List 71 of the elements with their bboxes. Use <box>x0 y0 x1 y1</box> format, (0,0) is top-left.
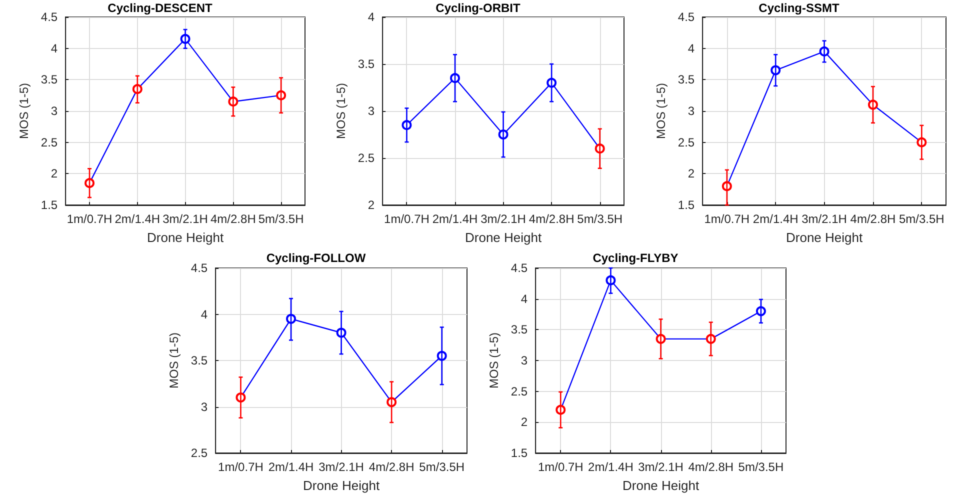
x-tick-label: 1m/0.7H <box>66 212 112 226</box>
y-tick-label: 4.5 <box>510 261 528 275</box>
chart-title: Cycling-SSMT <box>758 1 840 15</box>
x-tick-label: 4m/2.8H <box>528 212 574 226</box>
y-axis-title: MOS (1-5) <box>334 82 348 140</box>
y-tick-label: 3.5 <box>510 322 528 337</box>
x-tick-label: 4m/2.8H <box>850 212 896 226</box>
x-tick-label: 3m/2.1H <box>802 212 847 226</box>
y-tick-label: 3.5 <box>358 57 375 71</box>
y-tick-label: 4 <box>688 41 695 56</box>
y-tick-label: 4 <box>520 292 528 306</box>
chart-title: Cycling-FOLLOW <box>266 251 366 265</box>
y-tick-label: 2.5 <box>190 446 208 460</box>
y-tick-label: 2.5 <box>40 135 58 150</box>
chart-title: Cycling-DESCENT <box>108 1 214 15</box>
x-tick-label: 1m/0.7H <box>384 212 430 226</box>
x-tick-label: 2m/1.4H <box>268 460 314 474</box>
x-tick-label: 3m/2.1H <box>480 212 526 226</box>
y-tick-label: 4.5 <box>40 10 58 24</box>
y-tick-label: 3 <box>50 104 58 118</box>
x-axis-title: Drone Height <box>146 230 224 245</box>
x-tick-label: 1m/0.7H <box>538 460 584 474</box>
x-tick-label: 2m/1.4H <box>588 460 634 474</box>
x-tick-label: 3m/2.1H <box>318 460 364 474</box>
y-tick-label: 1.5 <box>40 198 58 212</box>
y-tick-label: 2.5 <box>358 151 375 165</box>
y-tick-label: 4.5 <box>678 10 695 24</box>
y-tick-label: 2.5 <box>678 135 695 150</box>
x-tick-label: 5m/3.5H <box>258 212 304 226</box>
y-tick-label: 1.5 <box>678 198 695 212</box>
x-tick-label: 5m/3.5H <box>738 460 784 474</box>
y-axis-title: MOS (1-5) <box>487 332 501 389</box>
x-tick-label: 3m/2.1H <box>162 212 208 226</box>
y-tick-label: 3 <box>368 104 375 118</box>
x-tick-label: 2m/1.4H <box>114 212 160 226</box>
x-axis-title: Drone Height <box>302 478 380 493</box>
y-tick-label: 2.5 <box>510 384 528 398</box>
x-tick-label: 4m/2.8H <box>368 460 414 474</box>
x-tick-label: 1m/0.7H <box>704 212 750 226</box>
x-tick-label: 1m/0.7H <box>218 460 264 474</box>
y-tick-label: 3 <box>520 354 528 368</box>
chart-title: Cycling-FLYBY <box>592 251 678 265</box>
y-tick-label: 4 <box>368 10 375 24</box>
x-tick-label: 4m/2.8H <box>210 212 256 226</box>
x-tick-label: 3m/2.1H <box>638 460 684 474</box>
x-tick-label: 5m/3.5H <box>577 212 623 226</box>
y-tick-label: 4 <box>50 41 58 56</box>
y-axis-title: MOS (1-5) <box>654 82 668 140</box>
y-axis-title: MOS (1-5) <box>17 82 31 140</box>
x-axis-title: Drone Height <box>622 478 700 493</box>
y-tick-label: 4.5 <box>190 261 208 275</box>
y-tick-label: 4 <box>200 307 208 322</box>
x-tick-label: 5m/3.5H <box>898 212 944 226</box>
y-tick-label: 2 <box>50 166 58 181</box>
x-tick-label: 2m/1.4H <box>752 212 798 226</box>
x-tick-label: 5m/3.5H <box>419 460 465 474</box>
y-tick-label: 1.5 <box>510 446 528 460</box>
y-tick-label: 2 <box>520 415 528 430</box>
y-tick-label: 3.5 <box>190 354 208 368</box>
y-axis-title: MOS (1-5) <box>167 332 181 389</box>
x-axis-title: Drone Height <box>786 230 863 245</box>
y-tick-label: 2 <box>688 166 695 181</box>
y-tick-label: 3 <box>200 400 208 414</box>
y-tick-label: 3.5 <box>40 72 58 87</box>
x-tick-label: 2m/1.4H <box>432 212 478 226</box>
x-tick-label: 4m/2.8H <box>688 460 734 474</box>
y-tick-label: 3 <box>688 104 695 118</box>
y-tick-label: 2 <box>368 198 375 212</box>
x-axis-title: Drone Height <box>464 230 542 245</box>
y-tick-label: 3.5 <box>678 72 695 87</box>
chart-title: Cycling-ORBIT <box>436 1 521 15</box>
